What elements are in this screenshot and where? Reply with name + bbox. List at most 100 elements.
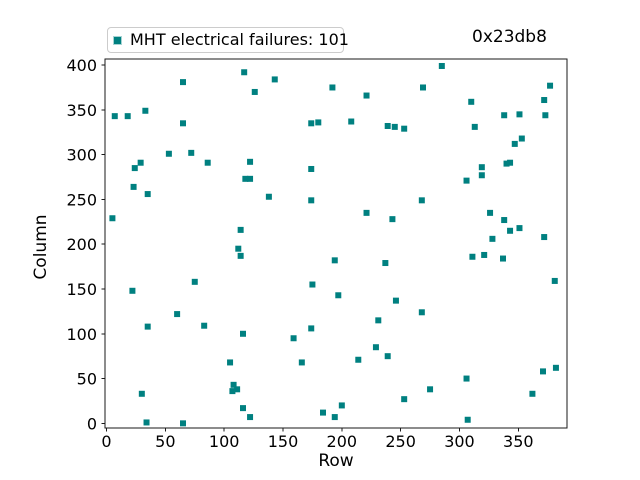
x-tick-label: 300 <box>444 432 475 451</box>
y-tick-label: 200 <box>66 235 97 254</box>
scatter-point <box>111 113 118 120</box>
scatter-point <box>229 388 236 395</box>
scatter-point <box>271 76 278 83</box>
scatter-point <box>401 396 408 403</box>
scatter-point <box>142 107 149 114</box>
scatter-point <box>335 292 342 299</box>
scatter-point <box>540 368 546 375</box>
y-axis-label: Column <box>31 214 51 280</box>
figure-annotation: 0x23db8 <box>472 27 547 47</box>
scatter-point <box>348 118 355 125</box>
y-tick-label: 400 <box>66 56 97 75</box>
scatter-point <box>541 97 548 104</box>
scatter-point <box>298 359 305 366</box>
scatter-point <box>234 386 241 393</box>
scatter-point <box>144 191 151 198</box>
scatter-point <box>320 409 326 416</box>
scatter-point <box>503 160 510 167</box>
scatter-point <box>418 309 425 316</box>
scatter-point <box>391 123 398 130</box>
scatter-point <box>384 122 391 129</box>
scatter-point <box>308 165 315 172</box>
scatter-point <box>331 414 338 421</box>
scatter-point <box>308 197 315 204</box>
scatter-point <box>109 215 116 222</box>
scatter-point <box>180 79 186 86</box>
scatter-point <box>481 251 488 258</box>
x-tick-label: 200 <box>327 432 358 451</box>
scatter-point <box>290 335 297 342</box>
scatter-point <box>518 135 525 142</box>
scatter-point <box>363 209 370 216</box>
scatter-point <box>241 69 248 76</box>
scatter-point <box>542 112 549 119</box>
scatter-point <box>331 257 338 264</box>
scatter-point <box>547 82 554 89</box>
scatter-point <box>188 149 195 156</box>
scatter-point <box>227 359 234 366</box>
x-tick-label: 350 <box>503 432 534 451</box>
scatter-point <box>251 88 258 95</box>
y-tick-label: 50 <box>77 370 97 389</box>
scatter-point <box>487 209 494 216</box>
scatter-point <box>131 165 138 172</box>
scatter-point <box>130 183 137 190</box>
scatter-point <box>507 159 514 166</box>
legend-label: MHT electrical failures: 101 <box>130 30 349 49</box>
scatter-point <box>529 390 536 397</box>
scatter-point <box>237 226 244 233</box>
scatter-point <box>338 402 345 409</box>
scatter-point <box>468 98 475 105</box>
scatter-point <box>174 311 181 318</box>
y-tick-label: 250 <box>66 190 97 209</box>
scatter-point <box>551 277 558 284</box>
scatter-point <box>165 150 172 157</box>
scatter-point <box>180 420 186 427</box>
scatter-point <box>201 322 208 329</box>
scatter-point <box>204 159 211 166</box>
scatter-point <box>438 62 445 69</box>
scatter-point <box>384 353 391 360</box>
scatter-point <box>541 234 548 241</box>
scatter-point <box>478 164 485 171</box>
scatter-point <box>500 255 506 262</box>
scatter-point <box>516 111 523 118</box>
y-tick-label: 0 <box>87 414 97 433</box>
scatter-point <box>372 344 379 351</box>
scatter-point <box>143 419 150 426</box>
scatter-point <box>375 317 382 324</box>
scatter-point <box>469 253 476 260</box>
scatter-point <box>137 159 144 166</box>
legend-square-marker-icon <box>113 35 122 45</box>
scatter-point <box>235 245 242 252</box>
scatter-point <box>363 92 370 99</box>
scatter-point <box>240 330 246 337</box>
scatter-point <box>355 356 362 363</box>
scatter-point <box>308 120 315 127</box>
scatter-point <box>478 172 485 179</box>
y-tick-label: 300 <box>66 146 97 165</box>
scatter-point <box>315 119 322 126</box>
scatter-point <box>247 158 254 165</box>
x-tick-label: 250 <box>385 432 416 451</box>
scatter-point <box>124 113 131 120</box>
scatter-point <box>552 364 559 371</box>
scatter-point <box>420 84 426 91</box>
scatter-point <box>191 278 198 285</box>
scatter-point <box>401 125 408 132</box>
scatter-point <box>489 235 496 242</box>
scatter-point <box>242 175 249 182</box>
y-tick-label: 100 <box>66 325 97 344</box>
scatter-point <box>389 216 396 223</box>
legend: MHT electrical failures: 101 <box>107 27 349 53</box>
scatter-point <box>240 405 246 412</box>
x-tick-label: 100 <box>209 432 240 451</box>
scatter-point <box>129 287 136 294</box>
scatter-point <box>138 390 145 397</box>
scatter-point <box>516 225 523 232</box>
scatter-point <box>507 227 514 234</box>
scatter-point <box>392 297 399 304</box>
scatter-point <box>144 323 151 330</box>
